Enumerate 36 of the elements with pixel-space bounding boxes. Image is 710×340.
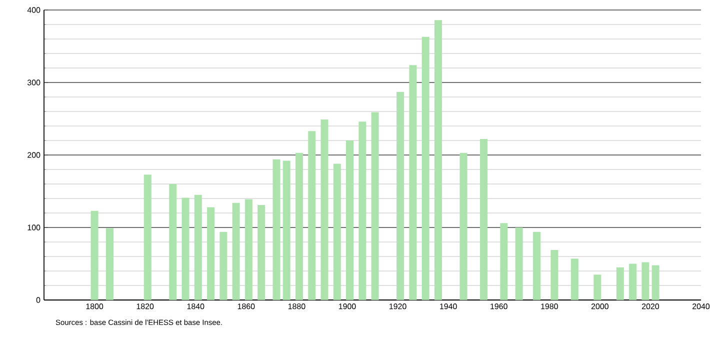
bar <box>594 274 602 300</box>
bar <box>358 122 366 300</box>
bar <box>272 159 280 300</box>
bar <box>500 223 508 300</box>
bar <box>308 131 316 300</box>
bar <box>194 194 202 300</box>
bar <box>515 228 523 300</box>
bar <box>409 65 417 300</box>
bar <box>333 164 341 300</box>
bar <box>144 174 152 300</box>
bar <box>207 207 215 300</box>
bar <box>106 228 114 300</box>
bar <box>320 119 328 300</box>
bar <box>258 205 266 300</box>
bar <box>480 139 488 300</box>
bar <box>434 20 442 300</box>
bar <box>533 232 541 300</box>
bar <box>371 112 379 300</box>
bar <box>570 258 578 300</box>
bar <box>295 152 303 300</box>
bar <box>652 265 660 300</box>
bar <box>90 210 98 300</box>
bar <box>244 199 252 300</box>
bar <box>629 264 637 300</box>
bar <box>232 202 240 300</box>
bar <box>182 198 190 300</box>
bar <box>642 262 650 300</box>
bar <box>422 36 430 300</box>
bar <box>169 184 177 300</box>
bar <box>550 250 558 300</box>
bar <box>346 140 354 300</box>
bar <box>396 92 404 300</box>
bar <box>282 160 290 300</box>
bar <box>616 267 624 300</box>
bar <box>220 232 228 300</box>
bar <box>460 152 468 300</box>
